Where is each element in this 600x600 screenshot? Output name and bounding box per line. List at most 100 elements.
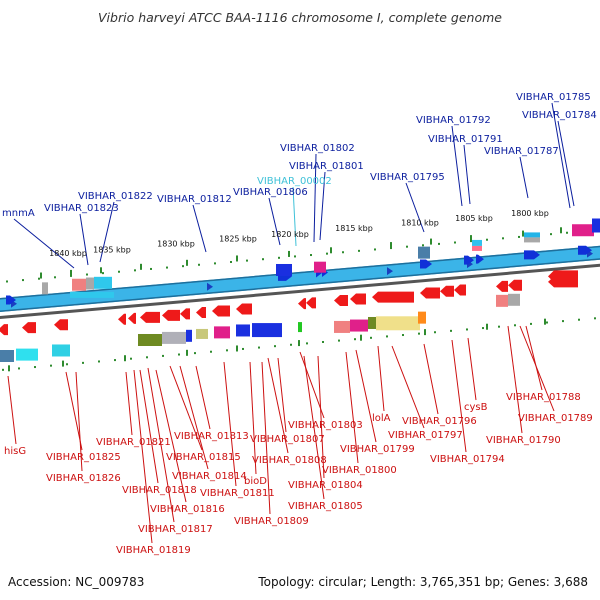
backbone-direction-mark [387,267,393,276]
gene-box [16,348,38,361]
ruler-major-tick [330,247,332,254]
bottom-label-leader [125,371,133,436]
gene-box [72,278,86,291]
ruler-major-tick [100,267,102,274]
reverse-gene-arrow [118,313,126,325]
bottom-label-leader [155,369,187,503]
inner-ruler-dot [546,321,548,324]
ruler-dot [406,245,408,248]
top-gene-label: mnmA [2,208,35,219]
inner-ruler-tick [124,355,126,362]
label-leader-lines [7,102,575,544]
forward-gene-arrow [476,254,484,264]
bottom-label-leader [303,355,325,500]
gene-box [52,344,70,357]
inner-ruler-dot [370,336,372,339]
reverse-gene-arrow [196,306,206,318]
inner-ruler-dot [338,339,340,342]
bottom-gene-label: VIBHAR_01797 [388,430,463,441]
inner-ruler-dot [306,342,308,345]
ruler-tick-label: 1815 kbp [335,224,373,233]
ruler-major-tick [70,269,72,276]
reverse-gene-arrow [54,319,68,331]
bottom-label-leader [169,365,203,451]
bottom-gene-label: lolA [372,413,391,424]
ruler-dot [454,241,456,244]
bottom-label-leader [7,375,17,445]
top-label-leader [13,218,75,269]
top-label-leader [451,125,463,207]
bottom-label-leader [467,337,477,401]
gene-box [508,293,520,306]
reverse-gene-arrow [372,291,414,303]
forward-gene-box [314,261,326,273]
ruler-tick-label: 1835 kbp [93,245,131,254]
inner-ruler-dot [82,361,84,364]
forward-gene-box [524,232,540,238]
bottom-label-leader [345,351,359,464]
inner-ruler-tick [486,323,488,330]
top-label-leader [519,156,529,199]
forward-gene-box [472,239,482,246]
backbone-direction-mark [207,282,213,291]
ruler-dot [118,270,120,273]
inner-ruler-tick [298,340,300,347]
ruler-dot [294,255,296,258]
gene-box [196,328,208,339]
forward-gene-box [592,218,600,233]
inner-ruler-dot [146,356,148,359]
bottom-gene-label: VIBHAR_01799 [340,444,415,455]
accession-text: Accession: NC_009783 [8,575,144,589]
ruler-dot [550,233,552,236]
inner-ruler-dot [18,367,20,370]
bottom-gene-label: bioD [244,476,267,487]
top-gene-label: VIBHAR_01784 [522,110,597,121]
ruler-dot [262,258,264,261]
bottom-label-leader [147,367,175,523]
ruler-tick-label: 1800 kbp [511,209,549,218]
inner-ruler-dot [498,325,500,328]
topology-text: Topology: circular; Length: 3,765,351 bp… [257,575,588,589]
gene-box [86,277,94,290]
ruler-dot [102,272,104,275]
bottom-gene-label: VIBHAR_01814 [172,471,247,482]
ruler-tick-label: 1810 kbp [401,218,439,227]
inner-ruler-dot [578,318,580,321]
reverse-gene-arrow [350,293,366,305]
inner-ruler-dot [402,334,404,337]
bottom-label-leader [377,345,385,412]
forward-gene-arrow [464,255,474,265]
bottom-gene-label: VIBHAR_01817 [138,524,213,535]
reverse-gene-arrow [180,308,190,320]
top-label-leader [292,186,297,247]
backbone-top-edge [0,245,600,300]
ruler-dot [198,263,200,266]
bottom-gene-label: VIBHAR_01813 [174,431,249,442]
top-gene-label: VIBHAR_01791 [428,134,503,145]
gene-box [70,291,114,298]
top-gene-label: VIBHAR_01823 [44,203,119,214]
top-label-leader [463,144,471,205]
gene-box [214,326,230,339]
reverse-gene-arrow [454,284,466,296]
ruler-major-tick [140,263,142,270]
ruler-dot [182,265,184,268]
gene-box [376,316,420,331]
inner-ruler-dot [162,354,164,357]
bottom-gene-label: VIBHAR_01789 [518,413,593,424]
reverse-gene-arrow [298,298,306,310]
bottom-label-leader [195,365,211,430]
bottom-label-leader [249,361,257,475]
top-gene-label: VIBHAR_00002 [257,176,332,187]
gene-features [0,218,600,362]
forward-gene-arrow [6,295,16,305]
ruler-dot [310,254,312,257]
reverse-gene-arrow [22,322,36,334]
inner-ruler-dot [466,328,468,331]
bottom-gene-label: VIBHAR_01804 [288,480,363,491]
inner-ruler-dot [322,340,324,343]
forward-gene-box [418,246,430,259]
reverse-gene-arrow [548,270,578,283]
top-label-leader [551,102,571,209]
